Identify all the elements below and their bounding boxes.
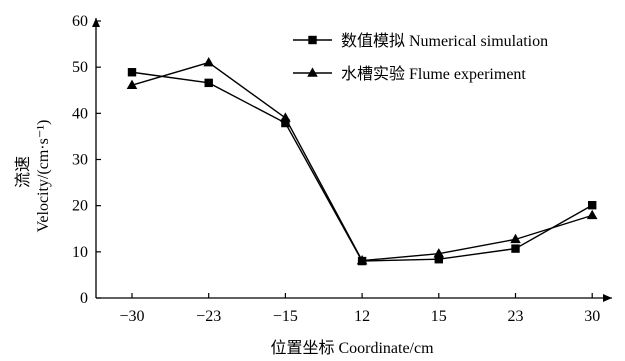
y-tick-label: 30	[72, 152, 88, 169]
series-triangle	[126, 56, 598, 265]
axes: 0 10 20 30 40 50 60 −30 −23 −15 12 15 23 30	[72, 13, 612, 325]
data-point-square	[588, 201, 597, 210]
x-tick-label: 15	[431, 308, 447, 325]
y-tick-label: 40	[72, 105, 88, 122]
legend-item-square: 数值模拟 Numerical simulation	[293, 32, 548, 50]
legend-marker-triangle	[307, 67, 318, 77]
data-point-triangle	[203, 56, 214, 67]
x-axis-title: 位置坐标 Coordinate/cm	[270, 339, 434, 357]
data-point-square	[434, 255, 443, 264]
y-axis-title-cn: 流速	[14, 156, 32, 188]
x-tick-label: 23	[508, 308, 524, 325]
legend-item-triangle: 水槽实验 Flume experiment	[293, 65, 526, 83]
data-point-triangle	[356, 255, 368, 265]
data-point-square	[127, 68, 137, 77]
x-tick-label: 30	[584, 308, 600, 325]
data-point-triangle	[280, 112, 291, 122]
data-point-square	[281, 118, 290, 128]
legend: 数值模拟 Numerical simulation 水槽实验 Flume expe…	[293, 32, 548, 83]
series-line-square	[131, 71, 593, 262]
legend-label: 水槽实验 Flume experiment	[341, 65, 526, 83]
data-point-triangle	[586, 209, 598, 220]
y-tick-label: 50	[72, 59, 88, 76]
x-tick-label: −30	[119, 308, 144, 325]
series-layer	[126, 56, 598, 266]
legend-label: 数值模拟 Numerical simulation	[341, 32, 548, 50]
y-axis-arrow	[92, 18, 100, 27]
data-point-triangle	[510, 233, 521, 244]
data-point-square	[511, 244, 520, 253]
x-axis-arrow	[603, 294, 612, 302]
y-axis-title-en: Velocity/(cm·s⁻¹)	[35, 120, 52, 233]
y-tick-label: 10	[72, 244, 88, 261]
y-tick-label: 20	[72, 198, 88, 215]
data-point-triangle	[433, 248, 445, 258]
y-tick-label: 60	[72, 13, 88, 30]
series-line-triangle	[131, 61, 593, 262]
y-tick-label: 0	[80, 290, 88, 307]
legend-marker-square	[308, 35, 317, 45]
data-point-square	[204, 78, 213, 88]
x-tick-label: −15	[273, 308, 298, 325]
x-tick-label: −23	[196, 308, 221, 325]
data-point-triangle	[126, 79, 138, 89]
x-tick-label: 12	[354, 308, 370, 325]
